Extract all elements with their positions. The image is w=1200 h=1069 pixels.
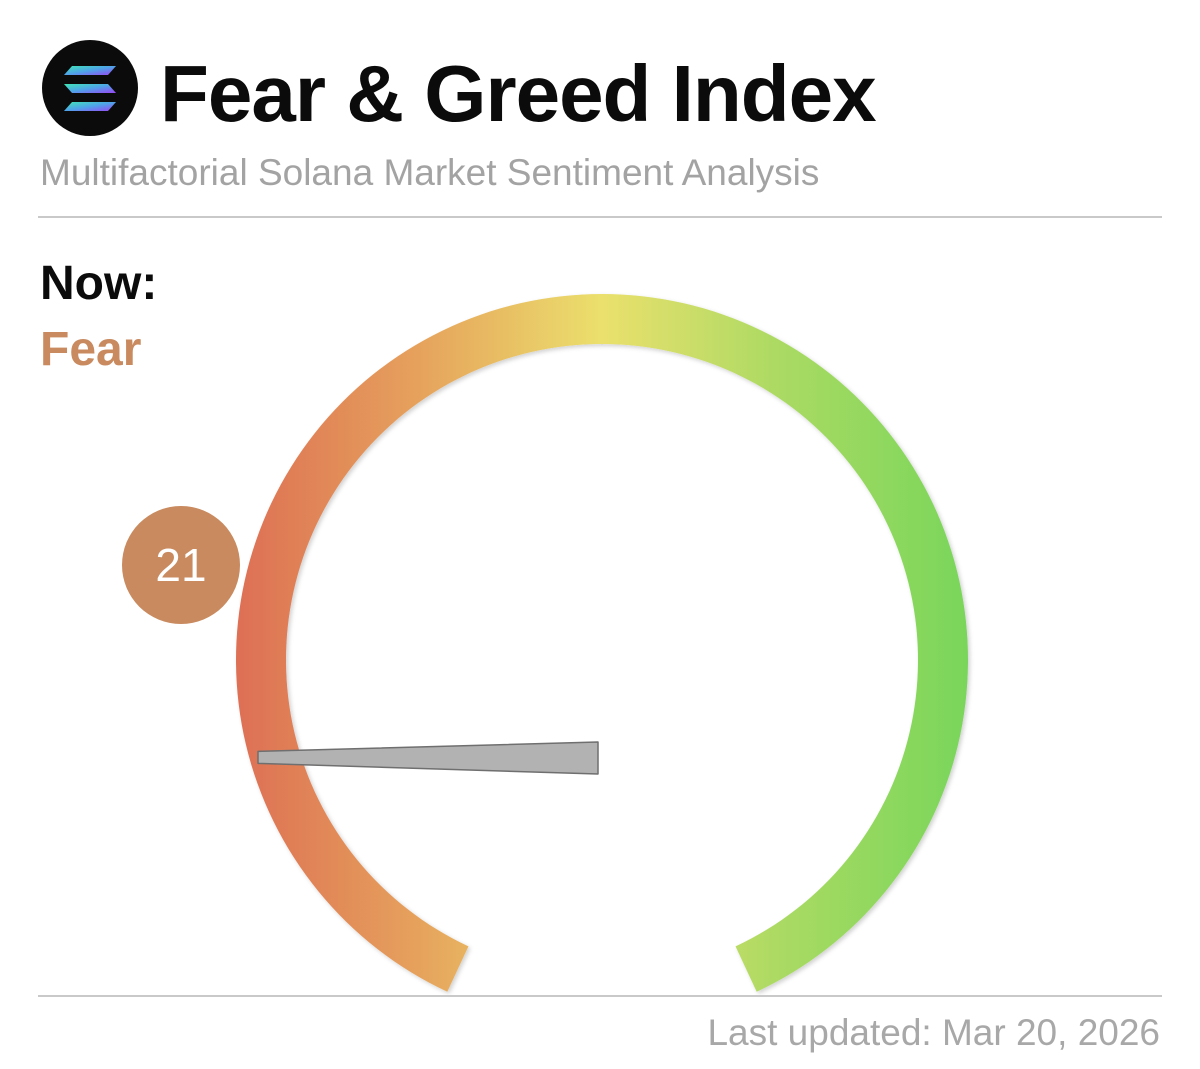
gauge-arc — [236, 294, 968, 992]
page-title: Fear & Greed Index — [160, 49, 877, 138]
gauge-value-badge: 21 — [122, 506, 240, 624]
divider-top — [38, 216, 1162, 218]
divider-bottom — [38, 995, 1162, 997]
now-label: Now: — [40, 257, 158, 310]
header: Fear & Greed Index — [40, 40, 1162, 140]
sentiment-label: Fear — [40, 323, 142, 376]
solana-logo-icon — [42, 40, 138, 136]
last-updated: Last updated: Mar 20, 2026 — [707, 1012, 1160, 1053]
page-subtitle: Multifactorial Solana Market Sentiment A… — [40, 152, 820, 193]
gauge-needle — [257, 741, 599, 775]
